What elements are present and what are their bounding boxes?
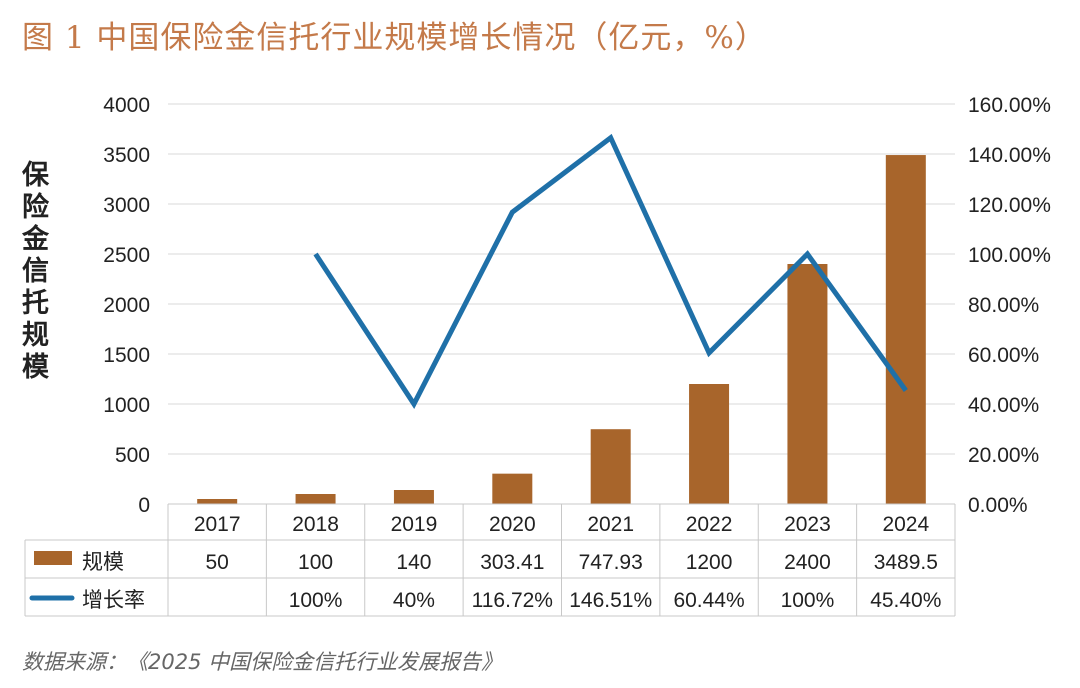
y2-tick-label: 40.00% <box>968 394 1039 417</box>
x-tick-label: 2019 <box>391 513 438 536</box>
chart-title: 图 1 中国保险金信托行业规模增长情况（亿元，%） <box>22 20 767 56</box>
y-tick-label: 3000 <box>103 194 150 217</box>
bar-value-label: 3489.5 <box>874 551 938 574</box>
bar-value-label: 1200 <box>686 551 733 574</box>
y-axis-label: 保险金信托规模 <box>22 160 49 383</box>
growth-value-label: 45.40% <box>870 589 941 612</box>
y-tick-label: 3500 <box>103 144 150 167</box>
y2-tick-label: 140.00% <box>968 144 1051 167</box>
bar-value-label: 100 <box>298 551 333 574</box>
bar <box>295 494 336 504</box>
bar <box>885 155 926 505</box>
x-tick-label: 2021 <box>587 513 634 536</box>
legend-bar-label: 规模 <box>82 551 124 574</box>
y-tick-label: 0 <box>138 494 150 517</box>
growth-value-label: 100% <box>289 589 343 612</box>
y2-tick-label: 20.00% <box>968 444 1039 467</box>
legend-line-label: 增长率 <box>82 589 145 612</box>
y2-tick-label: 120.00% <box>968 194 1051 217</box>
bar-value-label: 303.41 <box>480 551 544 574</box>
y2-tick-label: 60.00% <box>968 344 1039 367</box>
bar <box>197 499 238 504</box>
y-tick-label: 500 <box>115 444 150 467</box>
bar-value-label: 50 <box>206 551 229 574</box>
y-tick-label: 1500 <box>103 344 150 367</box>
y-tick-label: 2000 <box>103 294 150 317</box>
y2-tick-label: 0.00% <box>968 494 1028 517</box>
x-tick-label: 2022 <box>686 513 733 536</box>
bar <box>492 473 533 504</box>
bar <box>590 429 631 504</box>
growth-value-label: 146.51% <box>569 589 652 612</box>
x-tick-label: 2020 <box>489 513 536 536</box>
y2-tick-label: 100.00% <box>968 244 1051 267</box>
bar-value-label: 2400 <box>784 551 831 574</box>
x-tick-label: 2023 <box>784 513 831 536</box>
y2-tick-label: 160.00% <box>968 94 1051 117</box>
bar <box>393 490 434 504</box>
growth-value-label: 60.44% <box>673 589 744 612</box>
bar <box>689 384 730 504</box>
y-tick-label: 1000 <box>103 394 150 417</box>
bar-value-label: 140 <box>396 551 431 574</box>
source-note: 数据来源：《2025 中国保险金信托行业发展报告》 <box>22 650 503 674</box>
y-tick-label: 2500 <box>103 244 150 267</box>
legend-bar-swatch <box>34 551 72 565</box>
x-tick-label: 2017 <box>194 513 241 536</box>
y-tick-label: 4000 <box>103 94 150 117</box>
growth-line <box>313 133 908 409</box>
bar-value-label: 747.93 <box>579 551 643 574</box>
x-tick-label: 2018 <box>292 513 339 536</box>
bar <box>787 264 828 504</box>
y2-tick-label: 80.00% <box>968 294 1039 317</box>
growth-value-label: 116.72% <box>472 589 553 612</box>
growth-value-label: 100% <box>781 589 835 612</box>
x-tick-label: 2024 <box>882 513 929 536</box>
growth-value-label: 40% <box>393 589 435 612</box>
